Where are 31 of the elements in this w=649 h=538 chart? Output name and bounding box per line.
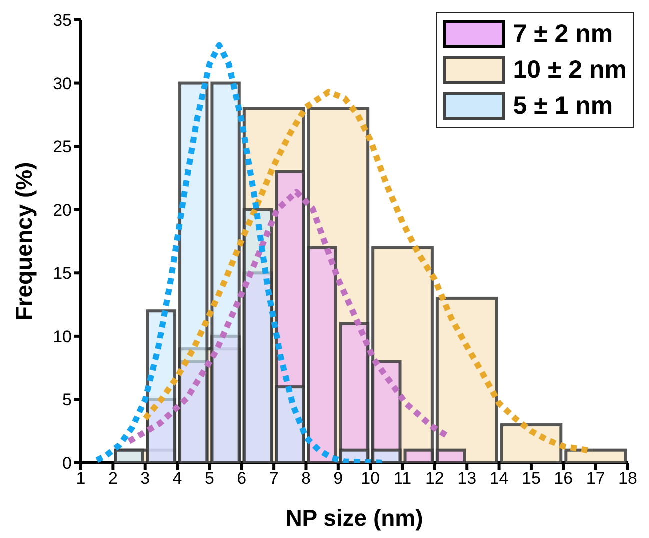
x-tick-label: 5 <box>204 469 214 488</box>
y-tick-label: 15 <box>53 264 72 284</box>
x-tick-label: 7 <box>269 469 279 488</box>
x-tick-label: 4 <box>172 469 182 488</box>
x-tick-label: 8 <box>302 469 311 488</box>
x-tick-label: 11 <box>394 469 412 488</box>
x-tick-label: 9 <box>334 469 344 488</box>
y-tick-label: 5 <box>62 390 72 410</box>
y-tick-label: 20 <box>53 200 72 220</box>
x-tick-label: 18 <box>618 469 638 488</box>
x-tick-label: 13 <box>458 469 477 488</box>
x-tick-label: 16 <box>554 469 574 488</box>
legend-label: 5 ± 1 nm <box>513 92 614 120</box>
x-tick-label: 14 <box>490 469 509 488</box>
legend-label: 10 ± 2 nm <box>513 56 627 84</box>
x-tick-label: 3 <box>140 469 150 488</box>
x-tick-label: 2 <box>108 469 118 488</box>
x-tick-label: 1 <box>76 469 86 488</box>
x-tick-label: 6 <box>237 469 247 488</box>
y-tick-label: 30 <box>53 74 72 94</box>
y-axis-title: Frequency (%) <box>11 162 38 321</box>
x-tick-label: 10 <box>361 469 380 488</box>
y-tick-label: 0 <box>62 454 72 474</box>
x-tick-label: 12 <box>425 469 444 488</box>
y-tick-label: 25 <box>53 138 72 157</box>
x-tick-label: 15 <box>522 469 541 488</box>
y-tick-label: 35 <box>53 11 72 30</box>
y-tick-label: 10 <box>53 327 72 346</box>
legend-label: 7 ± 2 nm <box>513 20 614 48</box>
x-tick-label: 17 <box>586 469 606 488</box>
x-axis-title: NP size (nm) <box>286 505 424 531</box>
